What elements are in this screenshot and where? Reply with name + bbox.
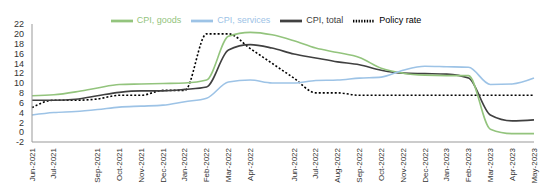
html-text:Policy rate: Policy rate [379, 15, 422, 26]
svg-text:18: 18 [14, 39, 24, 49]
svg-text:4: 4 [19, 108, 24, 118]
svg-text:Oct-2022: Oct-2022 [377, 147, 386, 180]
svg-text:Jul-2022: Jul-2022 [311, 147, 320, 178]
svg-text:12: 12 [14, 68, 24, 78]
svg-text:Nov-2021: Nov-2021 [137, 147, 146, 182]
svg-text:Feb-2023: Feb-2023 [464, 147, 473, 182]
svg-text:Dec-2021: Dec-2021 [159, 147, 168, 182]
svg-text:16: 16 [14, 49, 24, 59]
svg-text:Jan-2023: Jan-2023 [442, 147, 451, 181]
svg-text:22: 22 [14, 19, 24, 29]
svg-text:May-2023: May-2023 [530, 147, 539, 183]
svg-text:8: 8 [19, 88, 24, 98]
svg-text:Jun-2021: Jun-2021 [28, 147, 37, 181]
svg-text:0: 0 [19, 127, 24, 137]
svg-text:Feb-2022: Feb-2022 [202, 147, 211, 182]
svg-text:10: 10 [14, 78, 24, 88]
svg-text:Oct-2021: Oct-2021 [115, 147, 124, 180]
svg-text:Jun-2022: Jun-2022 [290, 147, 299, 181]
html-text:CPI, goods: CPI, goods [136, 15, 182, 26]
svg-text:Jan-2022: Jan-2022 [180, 147, 189, 181]
svg-text:Sep-2022: Sep-2022 [355, 147, 364, 182]
svg-text:Nov-2022: Nov-2022 [399, 147, 408, 182]
svg-text:Aug-2022: Aug-2022 [333, 147, 342, 182]
svg-text:14: 14 [14, 59, 24, 69]
svg-text:2: 2 [19, 118, 24, 128]
svg-text:Sep-2021: Sep-2021 [93, 147, 102, 182]
svg-text:Dec-2022: Dec-2022 [421, 147, 430, 182]
svg-text:20: 20 [14, 29, 24, 39]
html-text:CPI, services: CPI, services [217, 15, 271, 26]
svg-text:Apr-2023: Apr-2023 [508, 147, 517, 180]
html-text:CPI, total: CPI, total [306, 15, 344, 26]
svg-text:6: 6 [19, 98, 24, 108]
svg-text:Mar-2023: Mar-2023 [486, 147, 495, 182]
svg-text:-2: -2 [16, 137, 24, 147]
svg-text:Jul-2021: Jul-2021 [50, 147, 59, 178]
svg-text:Mar-2022: Mar-2022 [224, 147, 233, 182]
svg-text:Apr-2022: Apr-2022 [246, 147, 255, 180]
